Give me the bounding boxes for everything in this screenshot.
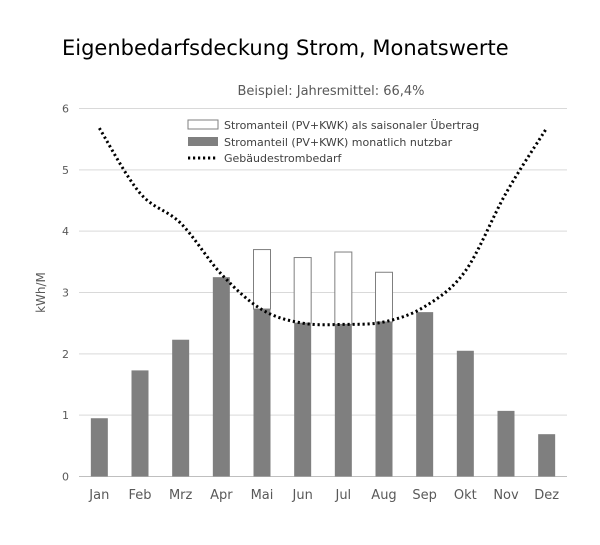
bar-saisonaler-uebertrag-jul: [334, 251, 353, 325]
y-tick-label-2: 2: [62, 348, 69, 361]
bar-monatlich-nutzbar-okt: [456, 350, 474, 477]
bar-monatlich-nutzbar-jan: [90, 418, 108, 477]
y-tick-label-4: 4: [62, 225, 69, 238]
y-axis-title: kWh/M: [34, 272, 48, 313]
legend-label-saisonaler-uebertrag: Stromanteil (PV+KWK) als saisonaler Über…: [224, 119, 479, 132]
y-tick-label-1: 1: [62, 409, 69, 422]
legend-label-monatlich-nutzbar: Stromanteil (PV+KWK) monatlich nutzbar: [224, 136, 453, 149]
legend-swatch-monatlich-nutzbar: [188, 137, 218, 146]
line-gebaeudestrombedarf: [98, 127, 548, 327]
legend-label-gebaeudestrombedarf: Gebäudestrombedarf: [224, 152, 343, 165]
x-tick-label-sep: Sep: [412, 488, 437, 503]
bar-monatlich-nutzbar-jun: [294, 323, 312, 477]
x-tick-label-jul: Jul: [334, 488, 351, 503]
chart-subtitle: Beispiel: Jahresmittel: 66,4%: [237, 84, 424, 99]
chart-title: Eigenbedarfsdeckung Strom, Monatswerte: [62, 36, 509, 60]
bar-saisonaler-uebertrag-jun: [293, 257, 312, 324]
x-tick-label-nov: Nov: [493, 488, 519, 503]
y-tick-label-5: 5: [62, 164, 69, 177]
bar-monatlich-nutzbar-feb: [131, 370, 149, 477]
x-tick-label-jan: Jan: [88, 488, 109, 503]
bar-monatlich-nutzbar-apr: [212, 277, 230, 477]
legend-swatch-saisonaler-uebertrag: [187, 119, 219, 130]
x-tick-label-feb: Feb: [128, 488, 151, 503]
x-tick-label-mai: Mai: [251, 488, 274, 503]
bar-monatlich-nutzbar-dez: [538, 434, 556, 477]
bar-monatlich-nutzbar-nov: [497, 410, 515, 477]
y-tick-label-3: 3: [62, 287, 69, 300]
bar-saisonaler-uebertrag-aug: [375, 271, 393, 323]
x-tick-label-okt: Okt: [454, 488, 477, 503]
y-tick-label-0: 0: [62, 471, 69, 484]
bar-monatlich-nutzbar-sep: [416, 312, 434, 477]
bar-monatlich-nutzbar-aug: [375, 321, 393, 477]
bar-monatlich-nutzbar-jul: [334, 324, 352, 477]
y-tick-label-6: 6: [62, 103, 69, 116]
bar-saisonaler-uebertrag-mai: [253, 249, 271, 310]
x-tick-label-dez: Dez: [534, 488, 559, 503]
x-tick-label-apr: Apr: [210, 488, 233, 503]
bar-monatlich-nutzbar-mai: [253, 309, 271, 477]
x-tick-label-mrz: Mrz: [169, 488, 193, 503]
x-tick-label-aug: Aug: [371, 488, 396, 503]
x-tick-label-jun: Jun: [292, 488, 313, 503]
bar-monatlich-nutzbar-mrz: [172, 339, 190, 477]
